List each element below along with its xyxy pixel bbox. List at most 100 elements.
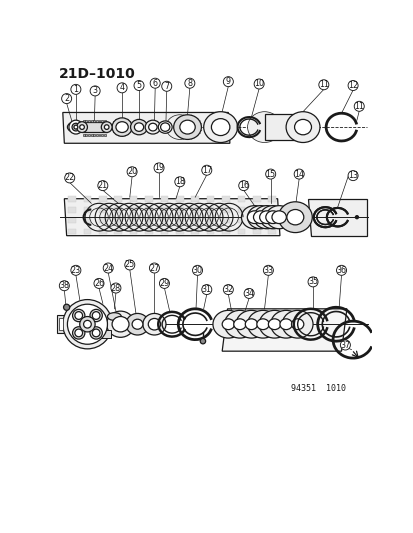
Circle shape [238, 181, 248, 191]
Bar [268, 218, 275, 223]
Circle shape [339, 340, 349, 350]
Text: 28: 28 [111, 284, 121, 293]
Text: 22: 22 [64, 173, 75, 182]
Bar [237, 207, 244, 213]
Bar [59, 318, 63, 330]
Bar [145, 207, 152, 213]
Ellipse shape [285, 112, 319, 142]
Text: 94351  1010: 94351 1010 [291, 384, 346, 393]
Text: 31: 31 [201, 285, 211, 294]
Bar [85, 120, 87, 123]
Bar [93, 134, 95, 136]
Ellipse shape [235, 310, 266, 338]
Text: 15: 15 [265, 169, 275, 179]
Text: 3: 3 [93, 86, 97, 95]
Ellipse shape [268, 319, 280, 329]
Ellipse shape [244, 319, 257, 329]
Ellipse shape [132, 319, 142, 329]
Circle shape [201, 165, 211, 175]
Text: 37: 37 [339, 341, 349, 350]
Bar [191, 229, 199, 234]
Text: 9: 9 [225, 77, 230, 86]
Ellipse shape [253, 211, 267, 223]
Bar [99, 196, 107, 202]
Bar [176, 218, 183, 223]
Ellipse shape [247, 206, 273, 229]
Circle shape [307, 277, 317, 287]
Circle shape [72, 327, 85, 339]
Text: 5: 5 [136, 81, 141, 90]
Circle shape [90, 86, 100, 96]
Circle shape [223, 77, 233, 87]
Circle shape [64, 304, 69, 310]
Ellipse shape [222, 319, 234, 329]
Bar [101, 134, 103, 136]
Bar [160, 229, 168, 234]
Bar [206, 229, 214, 234]
Bar [100, 330, 111, 338]
Bar [104, 134, 105, 136]
Bar [68, 196, 76, 202]
Bar [222, 196, 229, 202]
Circle shape [127, 167, 137, 177]
Circle shape [92, 312, 100, 319]
Bar [206, 218, 214, 223]
Text: 36: 36 [336, 266, 346, 275]
Ellipse shape [160, 123, 169, 131]
Ellipse shape [142, 313, 166, 335]
Bar [90, 134, 93, 136]
Text: 32: 32 [223, 285, 233, 294]
Ellipse shape [224, 310, 255, 338]
Bar [206, 207, 214, 213]
Circle shape [263, 265, 273, 276]
Ellipse shape [259, 211, 273, 223]
Circle shape [94, 278, 104, 288]
Bar [104, 120, 105, 123]
Bar [176, 207, 183, 213]
Ellipse shape [247, 112, 281, 142]
Circle shape [124, 260, 135, 270]
Bar [88, 120, 90, 123]
Bar [222, 218, 229, 223]
Circle shape [294, 169, 304, 179]
Ellipse shape [101, 122, 112, 133]
Text: 12: 12 [347, 81, 357, 90]
Ellipse shape [211, 119, 229, 135]
Circle shape [83, 320, 91, 328]
Bar [160, 196, 168, 202]
Ellipse shape [253, 206, 279, 229]
Ellipse shape [259, 310, 289, 338]
Text: 27: 27 [149, 263, 159, 272]
Ellipse shape [282, 310, 312, 338]
Bar [252, 229, 260, 234]
Bar [145, 229, 152, 234]
Ellipse shape [148, 123, 157, 131]
Ellipse shape [259, 206, 285, 229]
Bar [99, 218, 107, 223]
Ellipse shape [72, 123, 80, 131]
Circle shape [347, 80, 357, 91]
Text: 1: 1 [73, 85, 78, 94]
Circle shape [347, 171, 357, 181]
Bar [237, 229, 244, 234]
Circle shape [184, 78, 195, 88]
Bar [83, 134, 85, 136]
Bar [83, 196, 91, 202]
Circle shape [71, 265, 81, 276]
Ellipse shape [291, 319, 303, 329]
Ellipse shape [112, 118, 132, 136]
Ellipse shape [233, 319, 245, 329]
Bar [264, 114, 302, 140]
Bar [99, 229, 107, 234]
Text: 10: 10 [254, 79, 263, 88]
Ellipse shape [212, 310, 243, 338]
Ellipse shape [134, 123, 143, 131]
Bar [252, 218, 260, 223]
Ellipse shape [80, 125, 84, 130]
Bar [114, 196, 122, 202]
Text: 35: 35 [307, 277, 317, 286]
Ellipse shape [76, 122, 87, 133]
Ellipse shape [67, 122, 84, 133]
Text: 11: 11 [318, 80, 328, 89]
Circle shape [92, 329, 100, 337]
